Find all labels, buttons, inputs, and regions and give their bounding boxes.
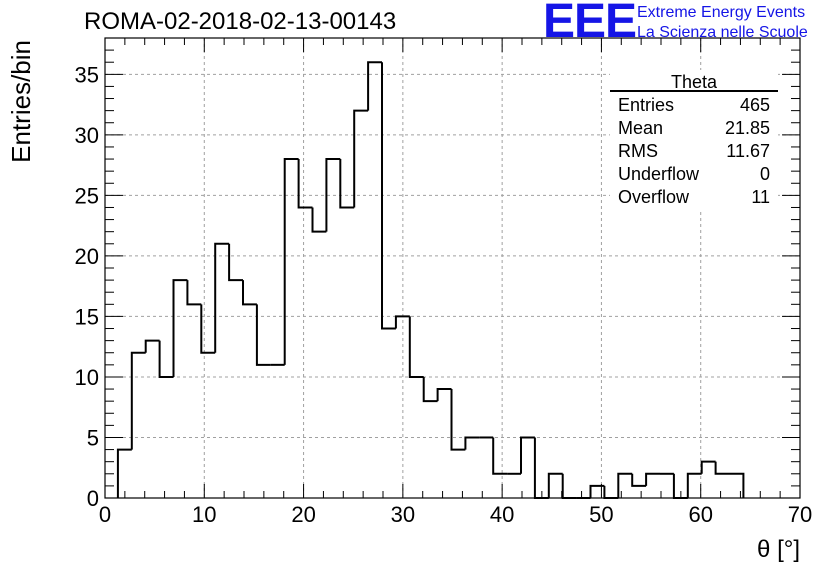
histogram-bin	[729, 472, 745, 498]
histogram-bin	[325, 158, 341, 232]
x-axis-label: θ [°]	[757, 536, 800, 563]
y-tick-label: 0	[87, 486, 99, 511]
x-tick-label: 50	[589, 502, 613, 527]
histogram-bin	[561, 473, 577, 499]
histogram-bin	[367, 61, 383, 111]
stats-label: RMS	[618, 141, 658, 161]
stats-value: 465	[740, 95, 770, 115]
histogram-bin	[450, 389, 466, 451]
histogram-bin	[158, 340, 174, 378]
histogram-bin	[436, 388, 452, 402]
histogram-bin	[617, 472, 633, 498]
histogram-bin	[394, 315, 410, 329]
y-tick-label: 20	[75, 244, 99, 269]
histogram-bin	[144, 339, 160, 353]
y-tick-label: 30	[75, 123, 99, 148]
histogram-bin	[686, 472, 702, 498]
histogram-bin	[200, 304, 216, 354]
stats-value: 0	[760, 164, 770, 184]
histogram-bin	[631, 473, 647, 487]
x-tick-label: 40	[490, 502, 514, 527]
histogram-bin	[492, 437, 508, 475]
chart-title: ROMA-02-2018-02-13-00143	[84, 8, 397, 35]
y-tick-label: 15	[75, 304, 99, 329]
histogram-bin	[242, 280, 257, 306]
stats-label: Overflow	[618, 187, 690, 207]
y-tick-label: 35	[75, 62, 99, 87]
stats-label: Mean	[618, 118, 663, 138]
logo-line-1: Extreme Energy Events	[637, 4, 806, 21]
y-axis-label: Entries/bin	[6, 40, 36, 163]
histogram-bin	[228, 243, 244, 282]
stats-value: 21.85	[725, 118, 770, 138]
histogram-bin	[520, 436, 535, 474]
histogram-bin	[339, 159, 355, 209]
logo-line-2: La Scienza nelle Scuole	[637, 24, 808, 41]
y-tick-label: 10	[75, 365, 99, 390]
y-tick-label: 25	[75, 183, 99, 208]
x-tick-label: 20	[291, 502, 315, 527]
x-tick-label: 60	[688, 502, 712, 527]
stats-value: 11.67	[726, 141, 770, 161]
histogram-bin	[214, 242, 230, 353]
histogram-bin	[603, 485, 619, 499]
histogram-bin	[381, 62, 396, 330]
histogram-bin	[422, 376, 438, 403]
histogram-bin	[130, 351, 146, 450]
histogram-bin	[547, 472, 563, 498]
histogram-bin	[464, 436, 480, 450]
histogram-bin	[255, 304, 271, 366]
stats-label: Underflow	[618, 164, 700, 184]
histogram-bin	[297, 159, 313, 209]
histogram-bin	[186, 280, 202, 306]
histogram-bin	[283, 158, 299, 365]
histogram-bin	[714, 461, 730, 475]
stats-title: Theta	[671, 72, 718, 92]
histogram-bin	[533, 437, 549, 499]
histogram-bin	[645, 472, 661, 486]
histogram-bin	[116, 448, 132, 498]
x-tick-label: 70	[788, 502, 812, 527]
x-tick-label: 10	[192, 502, 216, 527]
histogram-bin	[700, 460, 716, 474]
y-tick-label: 5	[87, 425, 99, 450]
stats-value: 11	[751, 187, 770, 207]
histogram-bin	[172, 279, 188, 377]
histogram-bin	[311, 207, 327, 233]
stats-box	[610, 70, 778, 210]
x-tick-label: 0	[99, 502, 111, 527]
stats-label: Entries	[618, 95, 674, 115]
histogram-bin	[353, 109, 369, 208]
histogram-bin	[408, 316, 424, 378]
x-tick-label: 30	[391, 502, 415, 527]
histogram-bin	[589, 484, 605, 498]
